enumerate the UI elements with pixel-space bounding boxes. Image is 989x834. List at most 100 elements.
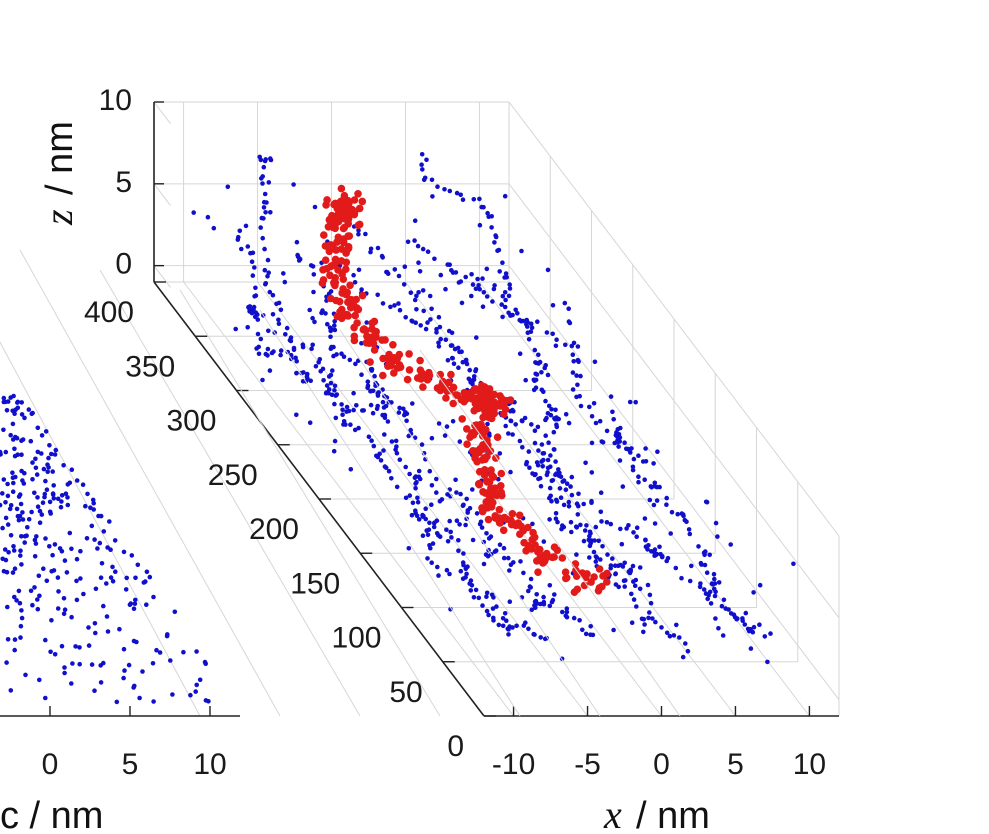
left-blue-point [37,677,42,683]
red-point [468,395,476,403]
blue-point [554,422,559,428]
blue-point [575,357,581,363]
blue-point [540,464,545,469]
left-blue-point [58,504,64,510]
blue-point [647,610,652,615]
left-blue-point [18,623,24,629]
x-tick-label: 0 [653,748,670,781]
blue-point [646,615,651,621]
blue-point [414,293,419,299]
red-point [340,223,349,232]
blue-point [267,368,273,373]
blue-point [570,387,576,392]
red-point [531,541,539,549]
blue-point [318,369,324,374]
blue-point [534,360,539,366]
blue-point [631,530,636,535]
blue-point [263,281,269,286]
blue-point [689,563,694,569]
left-x-tick-label: 0 [42,748,59,781]
left-blue-point [30,602,35,608]
blue-point [523,620,528,625]
red-point [358,197,367,206]
blue-point [235,237,241,242]
blue-point [589,500,594,506]
left-blue-point [194,682,199,688]
blue-point [375,245,381,251]
left-blue-point [14,598,19,603]
left-blue-point [10,421,16,427]
blue-point [596,538,601,544]
left-blue-point [5,522,11,527]
left-blue-point [15,513,21,519]
red-point [541,554,550,563]
blue-point [420,512,425,518]
x-tick-label: 10 [793,748,826,781]
blue-point [265,346,271,352]
blue-point [393,447,398,452]
blue-point [463,522,468,528]
blue-point [262,267,268,273]
blue-point [589,470,595,475]
blue-point [720,633,726,638]
left-blue-point [26,517,32,522]
blue-point [519,248,524,254]
blue-point [294,370,299,376]
blue-point [401,406,406,412]
blue-point [536,476,541,482]
left-blue-point [121,675,126,681]
z-tick-label: 5 [115,166,132,199]
blue-point [468,588,474,593]
blue-point [569,492,575,498]
y-tick-label: 0 [447,730,464,763]
blue-point [423,326,429,332]
left-blue-point [0,452,3,457]
blue-point [477,222,483,228]
blue-point [328,334,333,340]
blue-point [412,435,418,441]
left-blue-point [45,469,50,475]
blue-point [470,537,476,543]
left-blue-point [33,456,38,462]
blue-point [407,471,412,477]
left-blue-point [154,647,159,653]
blue-point [574,373,579,378]
red-point [352,295,361,304]
left-x-tick-label: 10 [193,748,226,781]
blue-point [326,390,331,396]
blue-point [467,505,473,511]
blue-point [492,240,497,245]
red-point [359,325,368,334]
blue-point [648,600,654,606]
left-blue-point [108,575,114,580]
blue-point [658,551,663,557]
blue-point [547,485,553,491]
blue-point [394,484,400,490]
blue-point [467,581,473,586]
red-point [483,478,491,486]
left-blue-point [19,400,25,405]
blue-point [405,239,411,245]
blue-point [524,461,529,467]
left-blue-point [4,569,10,575]
left-blue-point [47,499,53,505]
left-blue-point [3,500,8,505]
blue-point [452,346,458,352]
left-blue-point [39,433,45,438]
left-blue-point [12,647,17,653]
grid-line [153,183,171,206]
red-point [571,560,580,568]
blue-point [566,306,571,312]
blue-point [634,525,640,530]
blue-point [456,538,461,543]
left-blue-point [50,469,55,474]
blue-point [263,210,268,215]
left-blue-point [41,466,47,472]
left-blue-point [92,537,97,542]
left-blue-point [22,540,28,545]
red-point [379,354,387,363]
blue-point [503,271,509,276]
left-blue-point [35,425,41,431]
blue-point [374,453,379,459]
y-tick-label: 200 [249,513,299,546]
